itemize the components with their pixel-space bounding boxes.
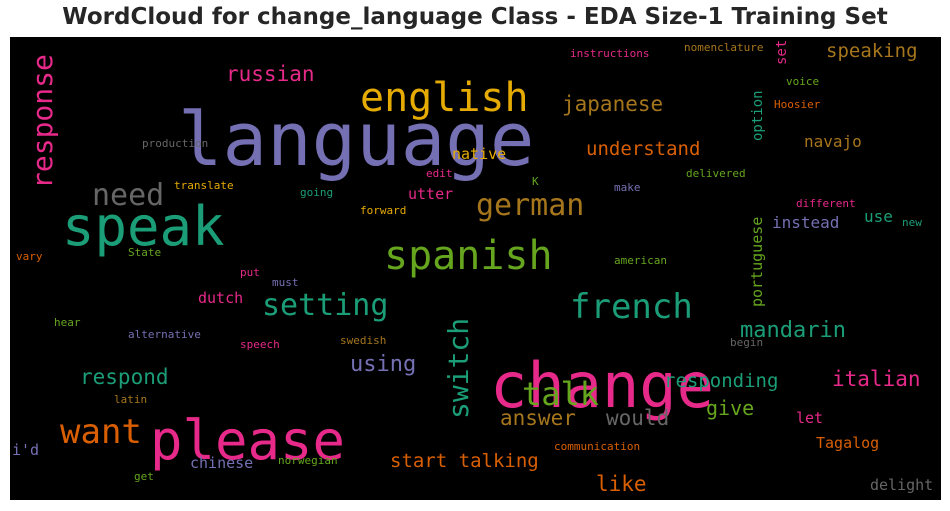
word-instructions: instructions xyxy=(570,47,649,60)
word-hear: hear xyxy=(54,316,81,329)
word-chinese: chinese xyxy=(190,454,253,472)
wordcloud-canvas: language change please speak english spanish f… xyxy=(12,40,933,496)
word-french: french xyxy=(570,287,693,327)
word-tagalog: Tagalog xyxy=(816,434,879,452)
word-get: get xyxy=(134,470,154,483)
word-portuguese: portuguese xyxy=(748,217,766,307)
word-respond: respond xyxy=(80,365,169,389)
word-alternative: alternative xyxy=(128,328,201,341)
word-forward: forward xyxy=(360,204,406,217)
word-new: new xyxy=(902,216,922,229)
word-put: put xyxy=(240,266,260,279)
word-start-talking: start talking xyxy=(390,450,539,472)
word-let: let xyxy=(796,409,823,427)
word-speaking: speaking xyxy=(826,40,918,62)
word-swedish: swedish xyxy=(340,334,386,347)
word-nomenclature: nomenclature xyxy=(684,41,763,54)
word-translate: translate xyxy=(174,179,234,192)
word-speech: speech xyxy=(240,338,280,351)
word-use: use xyxy=(864,207,893,226)
word-delivered: delivered xyxy=(686,167,746,180)
word-latin: latin xyxy=(114,393,147,406)
word-state: State xyxy=(128,246,161,259)
word-answer: answer xyxy=(500,406,576,430)
word-native: native xyxy=(452,145,506,163)
word-responding: responding xyxy=(664,370,778,392)
word-using: using xyxy=(350,352,416,377)
word-different: different xyxy=(796,197,856,210)
word-need: need xyxy=(92,178,164,213)
word-like: like xyxy=(596,472,647,496)
word-spanish: spanish xyxy=(384,233,553,279)
word-utter: utter xyxy=(408,185,453,203)
word-response: response xyxy=(26,54,59,189)
word-german: german xyxy=(476,188,584,223)
word-set: set xyxy=(774,40,790,65)
word-communication: communication xyxy=(554,440,640,453)
word-switch: switch xyxy=(442,318,475,419)
word-english: english xyxy=(360,75,529,121)
word-change: change xyxy=(490,349,714,422)
word-talk: talk xyxy=(522,375,599,413)
word-begin: begin xyxy=(730,336,763,349)
word-going: going xyxy=(300,186,333,199)
word-vary: vary xyxy=(16,250,43,263)
word-dutch: dutch xyxy=(198,289,243,307)
word-italian: italian xyxy=(832,367,921,391)
word-delight: delight xyxy=(870,476,933,494)
word-voice: voice xyxy=(786,75,819,88)
chart-title: WordCloud for change_language Class - ED… xyxy=(62,4,888,30)
word-setting: setting xyxy=(262,288,388,323)
word-norwegian: norwegian xyxy=(278,454,338,467)
word-edit: edit xyxy=(426,167,453,180)
word-mandarin: mandarin xyxy=(740,318,846,343)
word-understand: understand xyxy=(586,138,700,160)
word-make: make xyxy=(614,181,641,194)
word-want: want xyxy=(60,412,142,452)
word-must: must xyxy=(272,276,299,289)
word-i-d: i'd xyxy=(12,441,39,459)
word-k: K xyxy=(532,175,539,188)
word-speak: speak xyxy=(62,195,225,258)
word-language: language xyxy=(178,97,534,183)
word-production: production xyxy=(142,137,208,150)
word-give: give xyxy=(706,396,754,420)
word-american: american xyxy=(614,254,667,267)
word-japanese: japanese xyxy=(562,92,663,116)
wordcloud-panel: language change please speak english spanish f… xyxy=(10,37,941,500)
word-navajo: navajo xyxy=(804,132,862,151)
word-russian: russian xyxy=(226,62,315,86)
word-would: would xyxy=(606,406,669,430)
word-please: please xyxy=(150,409,345,472)
word-option: option xyxy=(750,90,766,141)
word-instead: instead xyxy=(772,213,839,232)
word-hoosier: Hoosier xyxy=(774,98,821,111)
